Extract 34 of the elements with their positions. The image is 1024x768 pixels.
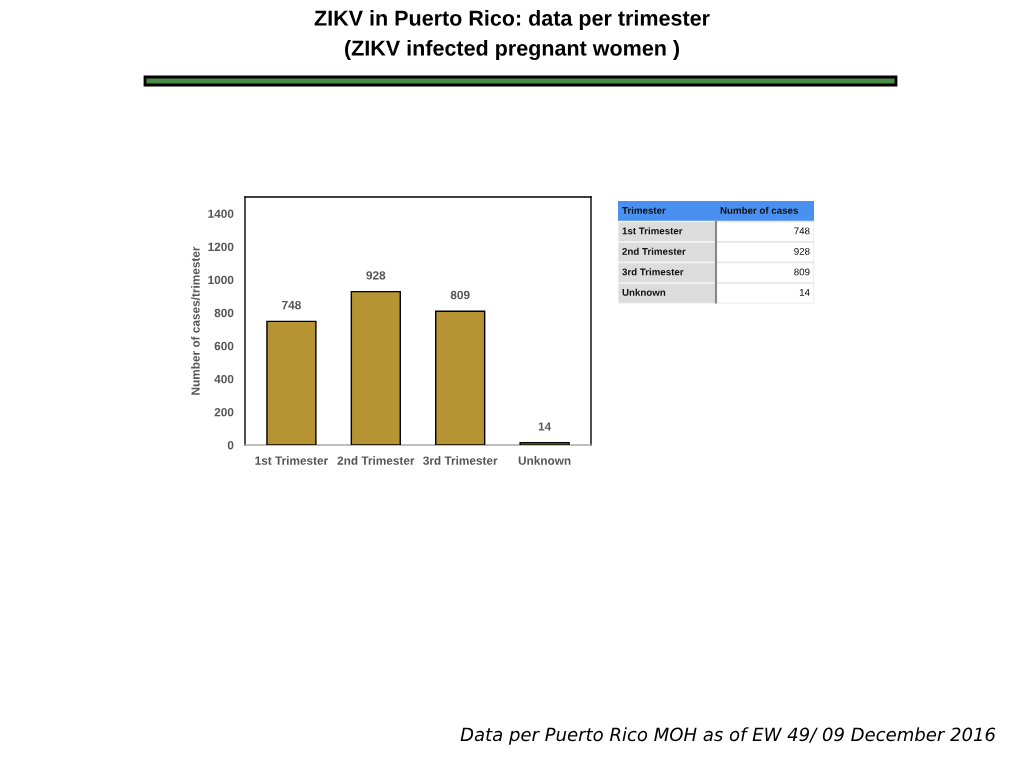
x-tick-label: 3rd Trimester [423, 456, 498, 465]
data-label: 928 [794, 247, 810, 255]
y-tick-label: 400 [214, 374, 234, 384]
data-label: 809 [794, 268, 810, 276]
category-label: Unknown [622, 288, 666, 296]
category-label: 1st Trimester [622, 227, 683, 235]
bar [350, 290, 401, 445]
data-label: 14 [799, 289, 810, 296]
y-tick-label: 800 [214, 308, 234, 318]
y-tick-label: 1400 [208, 209, 234, 218]
bar [435, 310, 486, 445]
bar [519, 441, 570, 445]
text: Trimester [622, 206, 666, 214]
y-tick-label: 600 [214, 341, 234, 351]
data-label: 14 [538, 422, 552, 431]
chart-title: ZIKV in Puerto Rico: data per trimester [314, 9, 710, 31]
text: Data per Puerto Rico MOH as of EW 49/ 09 December 2016 [460, 727, 996, 745]
data-label: 748 [794, 227, 810, 235]
x-tick-label: Unknown [518, 456, 571, 465]
bar [266, 320, 317, 445]
y-tick-label: 200 [214, 407, 234, 417]
y-tick-label: 1000 [208, 275, 234, 285]
category-label: 3rd Trimester [622, 268, 684, 276]
text: Number of cases [720, 206, 798, 214]
y-axis-title: Number of cases/trimester [191, 246, 200, 395]
chart-subtitle: (ZIKV infected pregnant women ) [345, 39, 679, 61]
y-tick-label: 0 [227, 441, 234, 450]
data-label: 809 [450, 290, 470, 300]
x-tick-label: 1st Trimester [255, 456, 328, 465]
data-label: 928 [366, 271, 386, 280]
data-label: 748 [282, 300, 301, 310]
category-label: 2nd Trimester [622, 247, 686, 255]
x-tick-label: 2nd Trimester [337, 456, 415, 465]
y-tick-label: 1200 [208, 242, 234, 251]
